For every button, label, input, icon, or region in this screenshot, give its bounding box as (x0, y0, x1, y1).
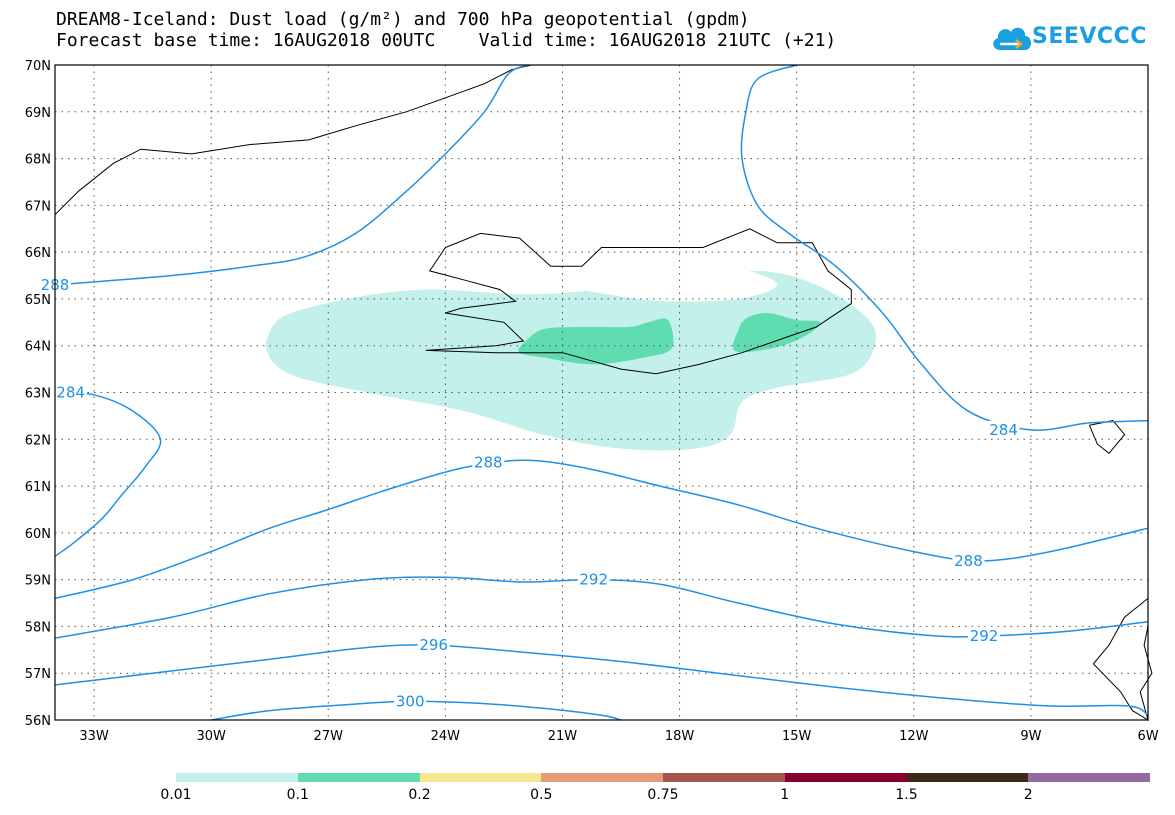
x-tick-label: 15W (782, 729, 812, 744)
scotland-coastline (1092, 598, 1153, 722)
legend-swatch (1028, 773, 1150, 782)
legend-label: 1.5 (895, 787, 918, 803)
y-tick-label: 69N (25, 106, 51, 121)
y-tick-label: 68N (25, 153, 51, 168)
legend-label: 0.01 (160, 787, 192, 803)
contour-label: 284 (989, 421, 1018, 439)
x-axis-labels: 33W 30W 27W 24W 21W 18W 15W 12W 9W 6W (79, 729, 1158, 744)
geopotential-contour (54, 391, 162, 557)
contour-label-bg (577, 570, 610, 588)
contour-label-bg (987, 420, 1020, 438)
legend-swatch (297, 773, 420, 782)
map-subtitle: Forecast base time: 16AUG2018 00UTC Vali… (56, 30, 837, 51)
faroe-coastline (1088, 420, 1126, 454)
x-tick-label: 9W (1020, 729, 1041, 744)
contour-label: 300 (396, 692, 425, 710)
x-tick-label: 24W (431, 729, 461, 744)
legend-label: 0.1 (286, 787, 309, 803)
y-axis-labels: 70N 69N 68N 67N 66N 65N 64N 63N 62N 61N 60N 59N 58N 5… (25, 59, 51, 729)
y-tick-label: 67N (25, 199, 51, 214)
x-tick-label: 30W (196, 729, 226, 744)
y-tick-label: 62N (25, 433, 51, 448)
geopotential-contour (54, 644, 1149, 716)
legend-label: 0.2 (408, 787, 431, 803)
contour-label-bg (417, 636, 450, 654)
y-tick-label: 70N (25, 59, 51, 74)
y-tick-label: 60N (25, 527, 51, 542)
contour-label-bg (394, 692, 427, 710)
contour-label-bg (54, 383, 87, 401)
map-frame (54, 64, 1149, 721)
contour-label-bg (968, 626, 1001, 644)
iceland-coastline (425, 228, 852, 375)
y-tick-label: 56N (25, 714, 51, 729)
x-tick-label: 12W (899, 729, 929, 744)
color-legend (176, 773, 1150, 782)
contour-label: 296 (419, 636, 448, 654)
cloud-icon (993, 27, 1031, 50)
dust-load-shading (265, 261, 877, 451)
geopotential-contour (210, 700, 622, 721)
seevccc-logo: SEEVCCC (990, 18, 1160, 58)
geopotential-contour (54, 64, 528, 286)
map-title: DREAM8-Iceland: Dust load (g/m²) and 700… (56, 9, 750, 30)
legend-label: 0.75 (647, 787, 679, 803)
y-tick-label: 64N (25, 340, 51, 355)
legend-swatch (906, 773, 1029, 782)
y-tick-label: 61N (25, 480, 51, 495)
legend-swatch (419, 773, 542, 782)
x-tick-label: 27W (314, 729, 344, 744)
y-tick-label: 65N (25, 293, 51, 308)
greenland-coastline (54, 64, 532, 216)
y-tick-label: 57N (25, 667, 51, 682)
contour-label-bg (952, 551, 985, 569)
y-tick-label: 66N (25, 246, 51, 261)
legend-swatch (541, 773, 663, 782)
x-tick-label: 33W (79, 729, 109, 744)
legend-label: 2 (1023, 787, 1033, 803)
contour-label: 284 (56, 384, 85, 402)
contour-label: 288 (954, 552, 983, 570)
x-tick-label: 18W (665, 729, 695, 744)
contour-label: 292 (579, 571, 608, 589)
y-tick-label: 59N (25, 574, 51, 589)
legend-label: 1 (780, 787, 790, 803)
contour-label: 292 (970, 627, 999, 645)
x-tick-label: 21W (548, 729, 578, 744)
geopotential-contour (740, 64, 1149, 431)
legend-swatch (784, 773, 907, 782)
legend-swatch (663, 773, 785, 782)
graticule (55, 65, 1148, 720)
logo-text: SEEVCCC (1032, 24, 1147, 49)
y-tick-label: 63N (25, 387, 51, 402)
contour-label-bg (472, 453, 505, 471)
legend-swatch (176, 773, 298, 782)
coastlines (54, 64, 1153, 722)
legend-label: 0.5 (530, 787, 553, 803)
x-tick-label: 6W (1137, 729, 1158, 744)
y-tick-label: 58N (25, 620, 51, 635)
dust-mid-area (732, 312, 821, 353)
dust-free-area (560, 261, 778, 302)
contour-label: 288 (474, 454, 503, 472)
